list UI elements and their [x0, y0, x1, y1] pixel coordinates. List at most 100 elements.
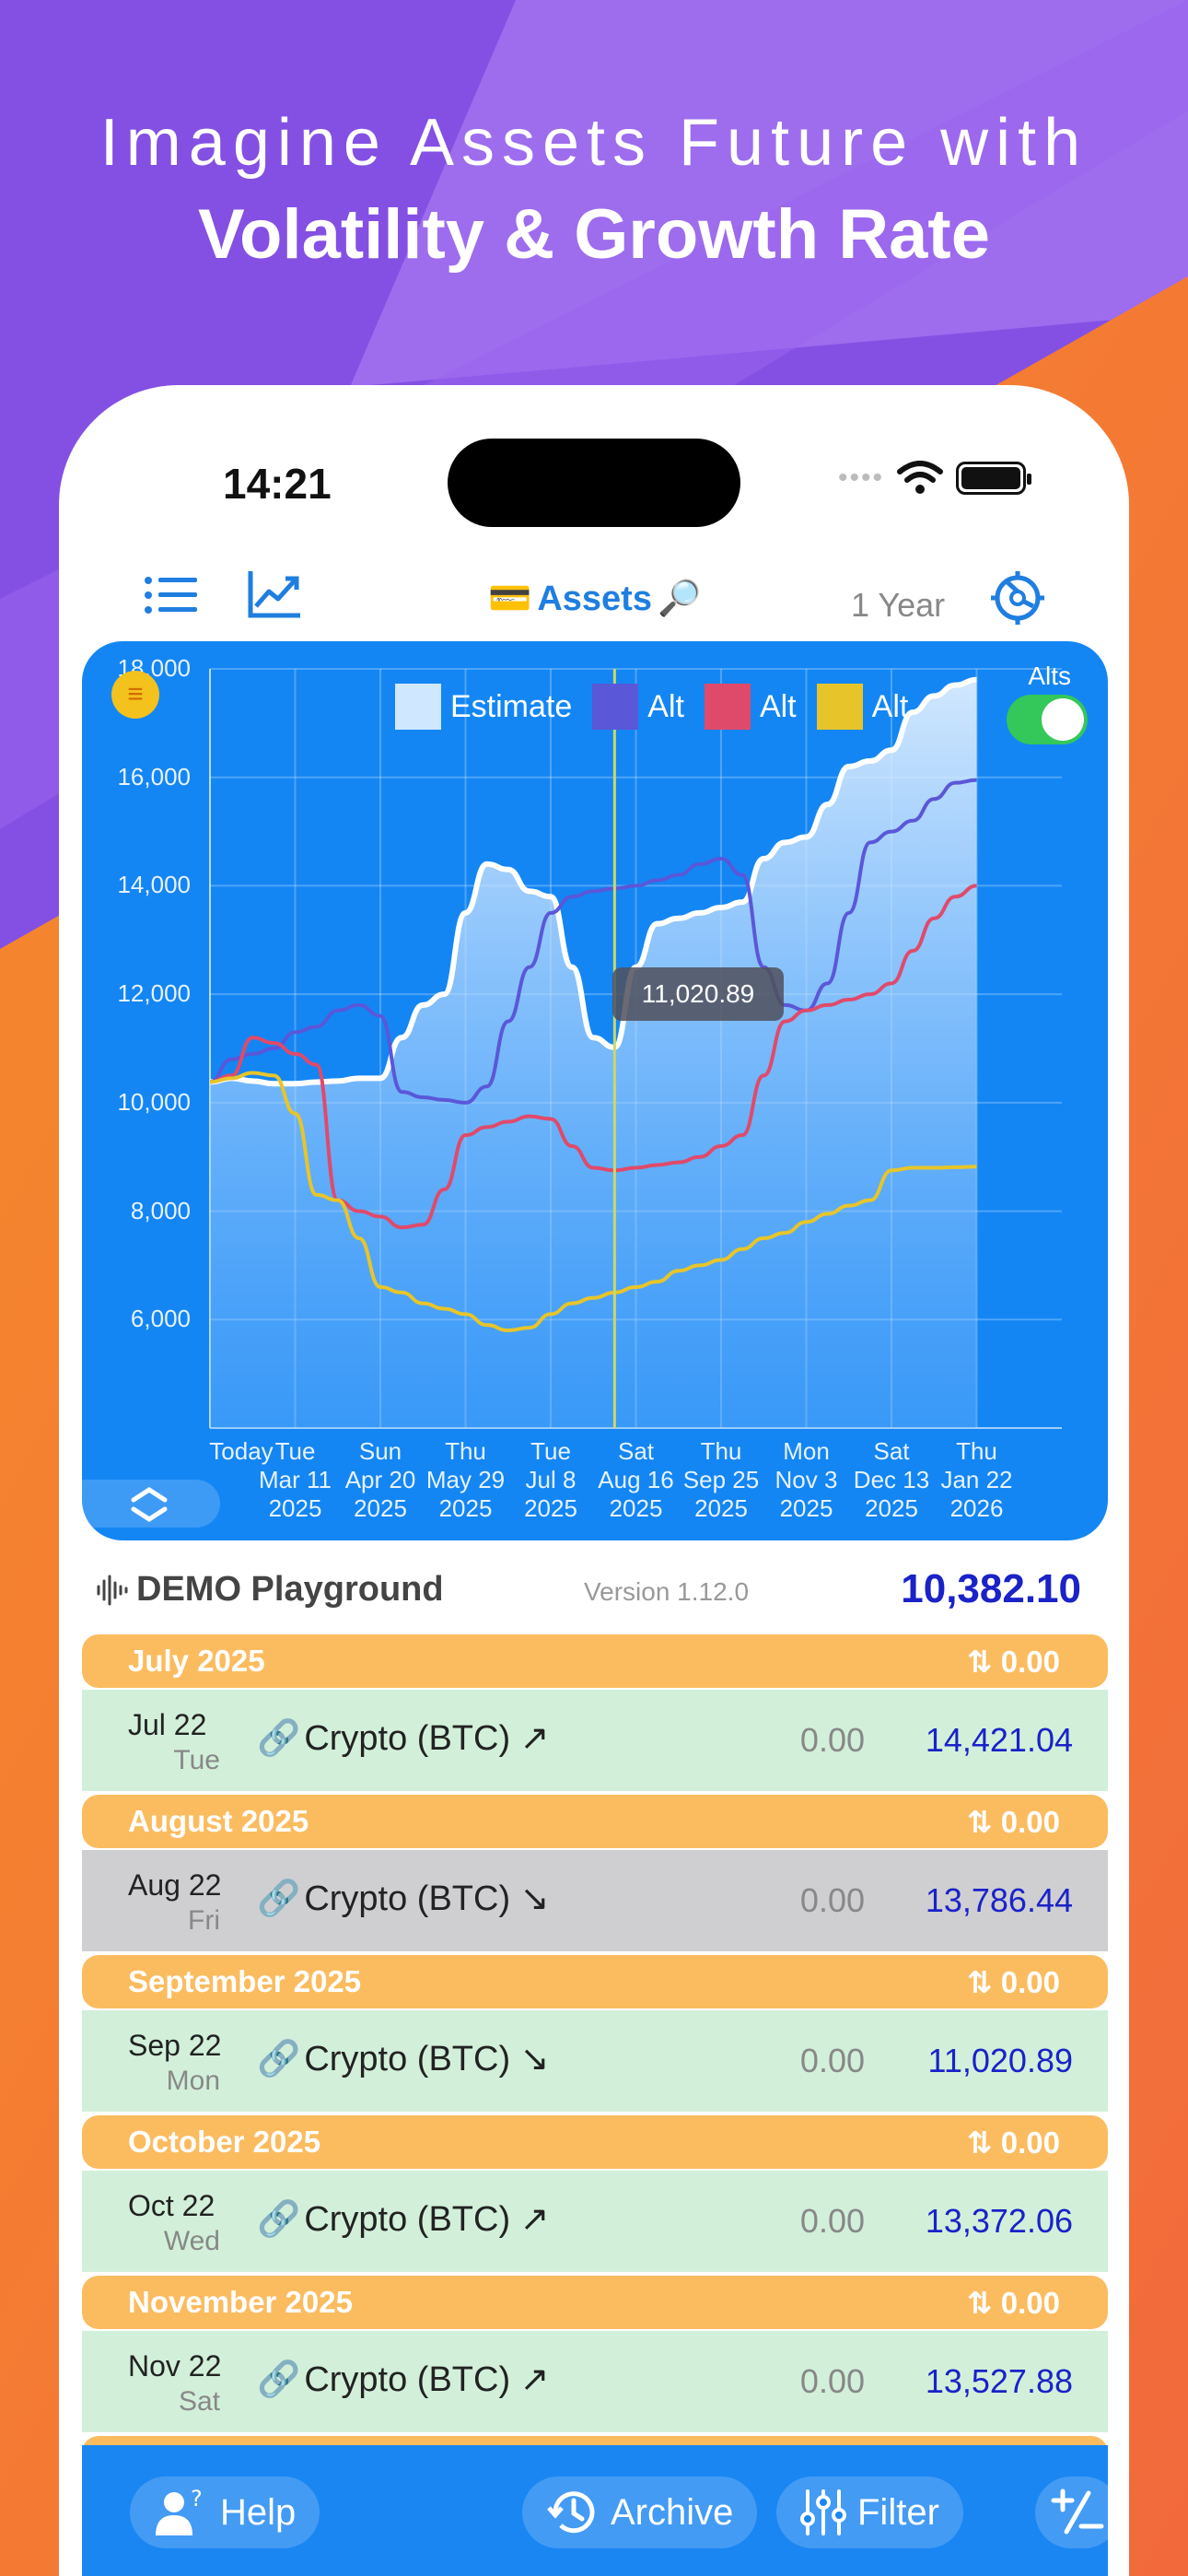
- item-change: 0.00: [799, 2362, 865, 2400]
- link-icon: 🔗: [257, 1718, 301, 1758]
- month-header[interactable]: July 2025 ⇅ 0.00: [82, 1634, 1108, 1688]
- list-icon[interactable]: [144, 575, 197, 615]
- y-tick-label: 16,000: [117, 762, 191, 790]
- legend-label: Alt: [871, 688, 909, 724]
- chart-tooltip: 11,020.89: [612, 967, 784, 1021]
- status-icons: ••••: [838, 461, 1031, 496]
- magnifier-icon: 🔎: [657, 580, 702, 618]
- item-value: 13,786.44: [925, 1881, 1073, 1919]
- filter-label: Filter: [857, 2491, 939, 2533]
- series-line-alt-2: [209, 884, 977, 1230]
- portfolio-name-text: DEMO Playground: [136, 1570, 444, 1609]
- bottom-toolbar: ? Help Archive Filter: [82, 2445, 1120, 2576]
- wifi-icon: [897, 461, 943, 494]
- list-item[interactable]: Sep 22 Mon 🔗 Crypto (BTC) ↘ 0.00 11,020.8…: [82, 2010, 1108, 2112]
- legend-swatch: [816, 684, 863, 730]
- item-date: Sep 22: [128, 2029, 222, 2062]
- link-icon: 🔗: [257, 2359, 301, 2399]
- item-change: 0.00: [799, 2202, 865, 2240]
- item-weekday: Wed: [163, 2226, 220, 2256]
- legend-label: Estimate: [450, 688, 573, 724]
- item-asset: 🔗 Crypto (BTC) ↗: [257, 2359, 550, 2400]
- month-header[interactable]: August 2025 ⇅ 0.00: [82, 1795, 1108, 1848]
- settings-gear-icon[interactable]: [989, 569, 1046, 626]
- item-asset-label: Crypto (BTC) ↘: [304, 2040, 550, 2078]
- y-tick-label: 12,000: [117, 979, 191, 1008]
- month-title: September 2025: [128, 1964, 362, 1998]
- link-icon: 🔗: [257, 2039, 301, 2078]
- item-value: 11,020.89: [927, 2042, 1073, 2079]
- collapse-chart-button[interactable]: [82, 1480, 220, 1528]
- x-tick-label: Thu Sep 25 2025: [682, 1437, 760, 1522]
- y-tick-label: 10,000: [117, 1087, 191, 1116]
- phone-screen: 14:21 •••• 💳 Assets 🔎 1 Year: [59, 385, 1129, 2576]
- month-header[interactable]: October 2025 ⇅ 0.00: [82, 2115, 1108, 2169]
- list-item[interactable]: Oct 22 Wed 🔗 Crypto (BTC) ↗ 0.00 13,372.0…: [82, 2171, 1108, 2272]
- portfolio-name[interactable]: DEMO Playground: [96, 1570, 444, 1610]
- plus-minus-icon: [1051, 2488, 1104, 2535]
- month-title: August 2025: [128, 1804, 309, 1838]
- item-asset: 🔗 Crypto (BTC) ↘: [257, 2038, 550, 2079]
- help-button[interactable]: ? Help: [130, 2476, 320, 2548]
- item-weekday: Sat: [178, 2386, 220, 2417]
- series-area-estimate: [210, 679, 977, 1428]
- series-line-alt-3: [209, 1071, 977, 1333]
- headline: Imagine Assets Future with Volatility & …: [0, 97, 1188, 281]
- svg-text:?: ?: [191, 2488, 203, 2512]
- list-item[interactable]: Nov 22 Sat 🔗 Crypto (BTC) ↗ 0.00 13,527.8…: [82, 2331, 1108, 2432]
- range-selector[interactable]: 1 Year: [851, 586, 946, 624]
- item-change: 0.00: [799, 1881, 865, 1919]
- item-value: 13,372.06: [925, 2202, 1073, 2240]
- chart-plot: [209, 668, 1062, 1429]
- legend-swatch: [395, 684, 441, 730]
- archive-button[interactable]: Archive: [522, 2476, 758, 2548]
- chart-filter-badge-icon[interactable]: ≡: [111, 671, 159, 719]
- chevron-up-down-icon: [131, 1487, 168, 1522]
- month-change: ⇅ 0.00: [966, 2285, 1060, 2320]
- item-date: Oct 22: [128, 2189, 215, 2222]
- item-asset: 🔗 Crypto (BTC) ↘: [257, 1878, 550, 1919]
- plus-minus-button[interactable]: [1035, 2476, 1120, 2548]
- item-asset-label: Crypto (BTC) ↗: [304, 2200, 550, 2239]
- item-asset-label: Crypto (BTC) ↗: [304, 2360, 550, 2399]
- list-item[interactable]: Jul 22 Tue 🔗 Crypto (BTC) ↗ 0.00 14,421.0…: [82, 1690, 1108, 1791]
- item-value: 13,527.88: [925, 2362, 1073, 2400]
- chart-icon[interactable]: [247, 569, 302, 619]
- nav-title: 💳 Assets 🔎: [488, 579, 701, 619]
- legend-swatch: [704, 684, 751, 730]
- x-tick-label: Tue Jul 8 2025: [524, 1437, 577, 1522]
- item-weekday: Mon: [166, 2066, 220, 2096]
- y-tick-label: 6,000: [130, 1305, 191, 1333]
- item-date: Nov 22: [128, 2349, 222, 2383]
- item-weekday: Fri: [188, 1905, 220, 1936]
- sliders-icon: [800, 2489, 846, 2535]
- chart-card[interactable]: 6,000 8,000 10,000 12,000 14,000 16,000 18,000…: [82, 641, 1108, 1540]
- filter-button[interactable]: Filter: [776, 2476, 963, 2548]
- legend-item-alt-1: Alt: [592, 684, 684, 730]
- x-tick-label: Thu Jan 22 2026: [940, 1437, 1013, 1522]
- dynamic-island: [448, 439, 740, 527]
- item-asset: 🔗 Crypto (BTC) ↗: [257, 1717, 550, 1759]
- month-header[interactable]: September 2025 ⇅ 0.00: [82, 1955, 1108, 2008]
- y-tick-label: 14,000: [117, 871, 191, 899]
- portfolio-summary: DEMO Playground Version 1.12.0 10,382.10: [96, 1561, 1100, 1625]
- headline-line-2: Volatility & Growth Rate: [197, 195, 990, 274]
- month-header[interactable]: November 2025 ⇅ 0.00: [82, 2276, 1108, 2329]
- y-tick-label: 8,000: [130, 1196, 191, 1224]
- legend-label: Alt: [759, 688, 797, 724]
- month-title: July 2025: [128, 1644, 265, 1678]
- x-tick-label: Mon Nov 3 2025: [775, 1437, 838, 1522]
- alts-toggle[interactable]: [1007, 695, 1088, 744]
- legend-item-estimate: Estimate: [395, 684, 572, 730]
- x-tick-label: Today: [209, 1437, 274, 1465]
- list-item[interactable]: Aug 22 Fri 🔗 Crypto (BTC) ↘ 0.00 13,786.4…: [82, 1850, 1108, 1951]
- help-label: Help: [220, 2491, 297, 2533]
- x-tick-label: Sun Apr 20 2025: [344, 1437, 416, 1522]
- month-change: ⇅ 0.00: [966, 2125, 1060, 2160]
- x-tick-label: Thu May 29 2025: [425, 1437, 506, 1522]
- item-change: 0.00: [799, 2042, 865, 2079]
- series-line-estimate: [209, 676, 977, 1087]
- waveform-icon: [97, 1575, 128, 1605]
- item-asset: 🔗 Crypto (BTC) ↗: [257, 2198, 550, 2240]
- portfolio-total: 10,382.10: [901, 1566, 1081, 1611]
